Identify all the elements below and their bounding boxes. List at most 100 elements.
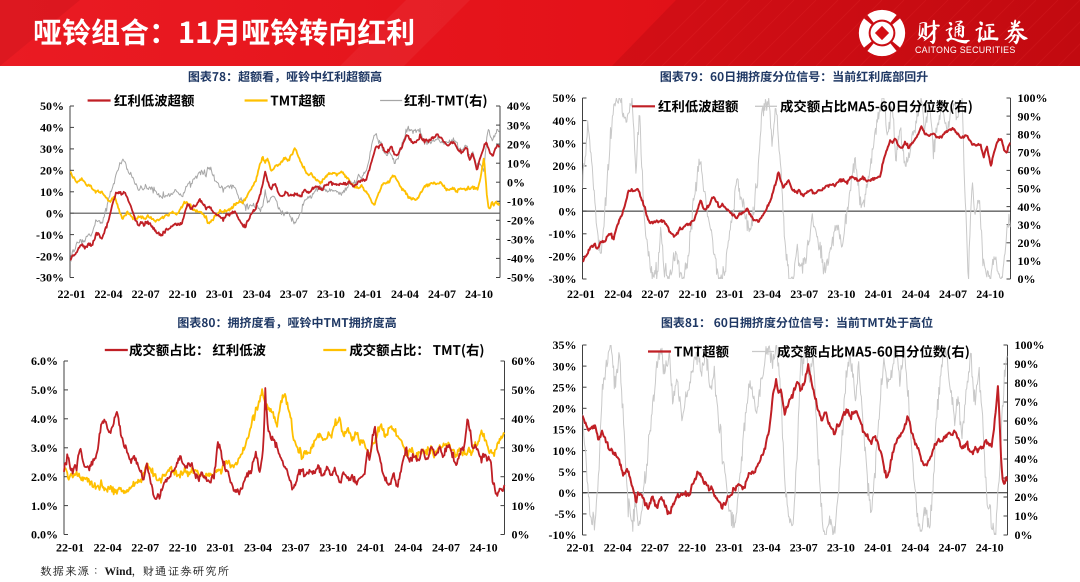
svg-text:100%: 100% (1015, 338, 1045, 352)
svg-text:50%: 50% (512, 383, 536, 397)
svg-text:-10%: -10% (549, 528, 577, 542)
svg-text:25%: 25% (553, 380, 577, 394)
svg-text:0%: 0% (1018, 272, 1036, 286)
svg-text:10%: 10% (40, 185, 64, 199)
svg-text:30%: 30% (507, 118, 531, 132)
svg-text:22-01: 22-01 (56, 541, 84, 555)
svg-text:3.0%: 3.0% (31, 441, 58, 455)
svg-text:0%: 0% (512, 528, 530, 542)
svg-text:-5%: -5% (555, 507, 577, 521)
svg-text:20%: 20% (40, 164, 64, 178)
svg-text:24-01: 24-01 (865, 287, 893, 301)
svg-text:-10%: -10% (507, 194, 535, 208)
svg-text:24-04: 24-04 (394, 541, 422, 555)
svg-text:24-04: 24-04 (391, 287, 419, 301)
svg-text:80%: 80% (1015, 376, 1039, 390)
svg-text:70%: 70% (1015, 395, 1039, 409)
svg-text:23-07: 23-07 (790, 541, 818, 555)
svg-text:23-04: 23-04 (244, 541, 272, 555)
svg-text:20%: 20% (512, 470, 536, 484)
svg-text:22-04: 22-04 (604, 541, 632, 555)
svg-text:24-07: 24-07 (939, 541, 967, 555)
svg-text:6.0%: 6.0% (31, 354, 58, 368)
svg-text:0%: 0% (559, 486, 577, 500)
svg-text:40%: 40% (1018, 200, 1042, 214)
svg-text:23-07: 23-07 (790, 287, 818, 301)
svg-text:10%: 10% (1015, 509, 1039, 523)
svg-text:24-07: 24-07 (428, 287, 456, 301)
svg-text:22-07: 22-07 (132, 287, 160, 301)
svg-text:22-04: 22-04 (95, 287, 123, 301)
svg-text:0.0%: 0.0% (31, 528, 58, 542)
svg-text:0%: 0% (46, 206, 64, 220)
svg-text:24-10: 24-10 (470, 541, 498, 555)
svg-text:24-01: 24-01 (357, 541, 385, 555)
svg-text:10%: 10% (553, 444, 577, 458)
svg-text:23-07: 23-07 (282, 541, 310, 555)
svg-text:22-01: 22-01 (58, 287, 86, 301)
svg-text:50%: 50% (1015, 433, 1039, 447)
svg-text:22-10: 22-10 (169, 287, 197, 301)
svg-text:-20%: -20% (36, 249, 64, 263)
svg-text:60%: 60% (512, 354, 536, 368)
svg-text:50%: 50% (40, 99, 64, 113)
svg-text:22-04: 22-04 (94, 541, 122, 555)
svg-text:24-04: 24-04 (901, 541, 929, 555)
svg-text:35%: 35% (553, 338, 577, 352)
svg-text:10%: 10% (553, 182, 577, 196)
svg-text:90%: 90% (1015, 357, 1039, 371)
svg-text:23-04: 23-04 (753, 287, 781, 301)
svg-text:22-07: 22-07 (641, 541, 669, 555)
svg-text:-10%: -10% (549, 227, 577, 241)
svg-text:-10%: -10% (36, 228, 64, 242)
svg-text:24-10: 24-10 (465, 287, 493, 301)
svg-text:30%: 30% (1015, 471, 1039, 485)
svg-text:4.0%: 4.0% (31, 412, 58, 426)
svg-text:0%: 0% (1015, 528, 1033, 542)
svg-text:30%: 30% (553, 136, 577, 150)
svg-text:-40%: -40% (507, 252, 535, 266)
svg-text:24-10: 24-10 (976, 541, 1004, 555)
svg-text:23-01: 23-01 (715, 541, 743, 555)
svg-text:22-10: 22-10 (678, 541, 706, 555)
svg-text:Wind: Wind (105, 565, 133, 578)
svg-text:23-10: 23-10 (317, 287, 345, 301)
svg-text:22-10: 22-10 (679, 287, 707, 301)
svg-text:1.0%: 1.0% (31, 499, 58, 513)
svg-text:20%: 20% (553, 402, 577, 416)
svg-text:40%: 40% (507, 99, 531, 113)
svg-text:100%: 100% (1018, 91, 1048, 105)
svg-text:90%: 90% (1018, 109, 1042, 123)
svg-text:23-10: 23-10 (827, 287, 855, 301)
svg-text:22-01: 22-01 (567, 287, 595, 301)
svg-text:30%: 30% (40, 142, 64, 156)
svg-text:50%: 50% (553, 91, 577, 105)
svg-text:0%: 0% (559, 204, 577, 218)
svg-text:20%: 20% (1018, 236, 1042, 250)
svg-text:2.0%: 2.0% (31, 470, 58, 484)
svg-text:20%: 20% (1015, 490, 1039, 504)
svg-text:40%: 40% (1015, 452, 1039, 466)
svg-text:23-04: 23-04 (753, 541, 781, 555)
svg-text:5%: 5% (559, 465, 577, 479)
svg-text:30%: 30% (1018, 218, 1042, 232)
svg-text:80%: 80% (1018, 127, 1042, 141)
svg-text:15%: 15% (553, 423, 577, 437)
svg-text:23-07: 23-07 (280, 287, 308, 301)
svg-text:60%: 60% (1015, 414, 1039, 428)
svg-text:30%: 30% (553, 359, 577, 373)
svg-text:-50%: -50% (507, 271, 535, 285)
svg-text:23-10: 23-10 (827, 541, 855, 555)
svg-text:22-07: 22-07 (131, 541, 159, 555)
svg-text:24-10: 24-10 (976, 287, 1004, 301)
svg-text:10%: 10% (512, 499, 536, 513)
svg-text:22-10: 22-10 (169, 541, 197, 555)
svg-text:70%: 70% (1018, 146, 1042, 160)
svg-text:23-01: 23-01 (206, 541, 234, 555)
svg-text:10%: 10% (507, 156, 531, 170)
svg-text:-30%: -30% (549, 272, 577, 286)
svg-text:20%: 20% (507, 137, 531, 151)
svg-text:40%: 40% (512, 412, 536, 426)
svg-text:22-01: 22-01 (567, 541, 595, 555)
svg-text:24-01: 24-01 (354, 287, 382, 301)
